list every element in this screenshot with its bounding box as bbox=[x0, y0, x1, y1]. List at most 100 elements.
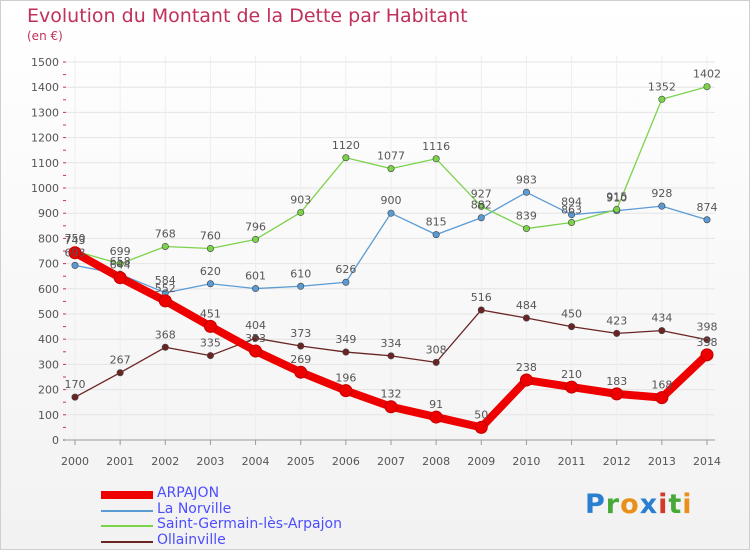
data-label: 1077 bbox=[377, 150, 405, 163]
data-point bbox=[158, 294, 172, 308]
data-point bbox=[161, 343, 169, 351]
data-label: 1352 bbox=[648, 80, 676, 93]
x-tick-label: 2004 bbox=[242, 455, 270, 468]
x-tick-label: 2007 bbox=[377, 455, 405, 468]
y-axis-unit-label: (en €) bbox=[27, 29, 63, 43]
data-point bbox=[387, 209, 395, 217]
data-point bbox=[297, 282, 305, 290]
data-label: 238 bbox=[516, 361, 537, 374]
data-label: 349 bbox=[335, 333, 356, 346]
x-tick-label: 2009 bbox=[467, 455, 495, 468]
data-point bbox=[339, 384, 353, 398]
data-point bbox=[565, 380, 579, 394]
data-label: 620 bbox=[200, 265, 221, 278]
y-tick-label: 700 bbox=[38, 258, 59, 271]
legend-item: La Norville bbox=[101, 500, 381, 517]
data-label: 404 bbox=[245, 319, 266, 332]
y-tick-label: 300 bbox=[38, 358, 59, 371]
y-tick-label: 900 bbox=[38, 207, 59, 220]
data-label: 699 bbox=[110, 245, 131, 258]
data-point bbox=[297, 342, 305, 350]
data-point bbox=[522, 225, 530, 233]
data-label: 170 bbox=[65, 378, 86, 391]
data-label: 882 bbox=[471, 199, 492, 212]
data-point bbox=[613, 205, 621, 213]
data-label: 894 bbox=[561, 196, 582, 209]
logo-letter: t bbox=[668, 489, 683, 520]
data-point bbox=[432, 155, 440, 163]
data-point bbox=[294, 365, 308, 379]
data-label: 334 bbox=[381, 337, 402, 350]
data-label: 210 bbox=[561, 368, 582, 381]
x-tick-label: 2001 bbox=[106, 455, 134, 468]
data-point bbox=[342, 154, 350, 162]
chart-title: Evolution du Montant de la Dette par Hab… bbox=[27, 5, 468, 27]
data-point bbox=[429, 410, 443, 424]
data-label: 915 bbox=[606, 190, 627, 203]
data-point bbox=[203, 319, 217, 333]
logo-letter: i bbox=[682, 489, 693, 520]
data-label: 335 bbox=[200, 337, 221, 350]
y-tick-label: 200 bbox=[38, 384, 59, 397]
data-point bbox=[252, 235, 260, 243]
data-label: 450 bbox=[561, 308, 582, 321]
x-tick-label: 2014 bbox=[693, 455, 721, 468]
data-label: 796 bbox=[245, 220, 266, 233]
data-point bbox=[116, 369, 124, 377]
legend-label: La Norville bbox=[157, 500, 232, 517]
data-label: 768 bbox=[155, 227, 176, 240]
data-label: 132 bbox=[381, 388, 402, 401]
legend-swatch bbox=[101, 509, 153, 512]
y-tick-label: 1400 bbox=[31, 81, 59, 94]
data-label: 983 bbox=[516, 173, 537, 186]
data-point bbox=[700, 348, 714, 362]
data-point bbox=[610, 387, 624, 401]
data-point bbox=[116, 260, 124, 268]
data-label: 308 bbox=[426, 343, 447, 356]
legend-item: Saint-Germain-lès-Arpajon bbox=[101, 516, 381, 532]
data-label: 183 bbox=[606, 375, 627, 388]
data-label: 815 bbox=[426, 216, 447, 229]
data-point bbox=[206, 352, 214, 360]
x-tick-label: 2008 bbox=[422, 455, 450, 468]
data-label: 196 bbox=[335, 372, 356, 385]
legend-swatch bbox=[101, 525, 153, 527]
data-point bbox=[252, 285, 260, 293]
data-label: 373 bbox=[290, 327, 311, 340]
data-point bbox=[252, 334, 260, 342]
data-label: 903 bbox=[290, 193, 311, 206]
data-label: 1402 bbox=[693, 68, 721, 81]
data-label: 552 bbox=[155, 282, 176, 295]
data-point bbox=[387, 165, 395, 173]
x-tick-label: 2005 bbox=[287, 455, 315, 468]
y-tick-label: 0 bbox=[52, 434, 59, 447]
data-point bbox=[297, 208, 305, 216]
data-point bbox=[161, 242, 169, 250]
data-point bbox=[477, 202, 485, 210]
data-point bbox=[568, 211, 576, 219]
data-point bbox=[568, 219, 576, 227]
y-tick-label: 800 bbox=[38, 232, 59, 245]
data-label: 658 bbox=[110, 255, 131, 268]
logo-letter: P bbox=[585, 489, 606, 520]
y-tick-label: 100 bbox=[38, 409, 59, 422]
legend-swatch bbox=[101, 491, 153, 499]
data-label: 644 bbox=[110, 259, 131, 272]
data-point bbox=[519, 373, 533, 387]
y-tick-label: 1200 bbox=[31, 132, 59, 145]
data-point bbox=[703, 216, 711, 224]
y-tick-label: 1500 bbox=[31, 56, 59, 69]
data-label: 353 bbox=[245, 332, 266, 345]
logo-letter: i bbox=[658, 489, 669, 520]
data-label: 168 bbox=[651, 379, 672, 392]
data-label: 927 bbox=[471, 187, 492, 200]
data-label: 398 bbox=[697, 321, 718, 334]
data-label: 423 bbox=[606, 314, 627, 327]
legend-item: Ollainville bbox=[101, 532, 381, 548]
data-label: 874 bbox=[697, 201, 718, 214]
data-label: 91 bbox=[429, 398, 443, 411]
y-tick-label: 1300 bbox=[31, 106, 59, 119]
x-tick-label: 2010 bbox=[512, 455, 540, 468]
logo-letter: x bbox=[639, 489, 659, 520]
